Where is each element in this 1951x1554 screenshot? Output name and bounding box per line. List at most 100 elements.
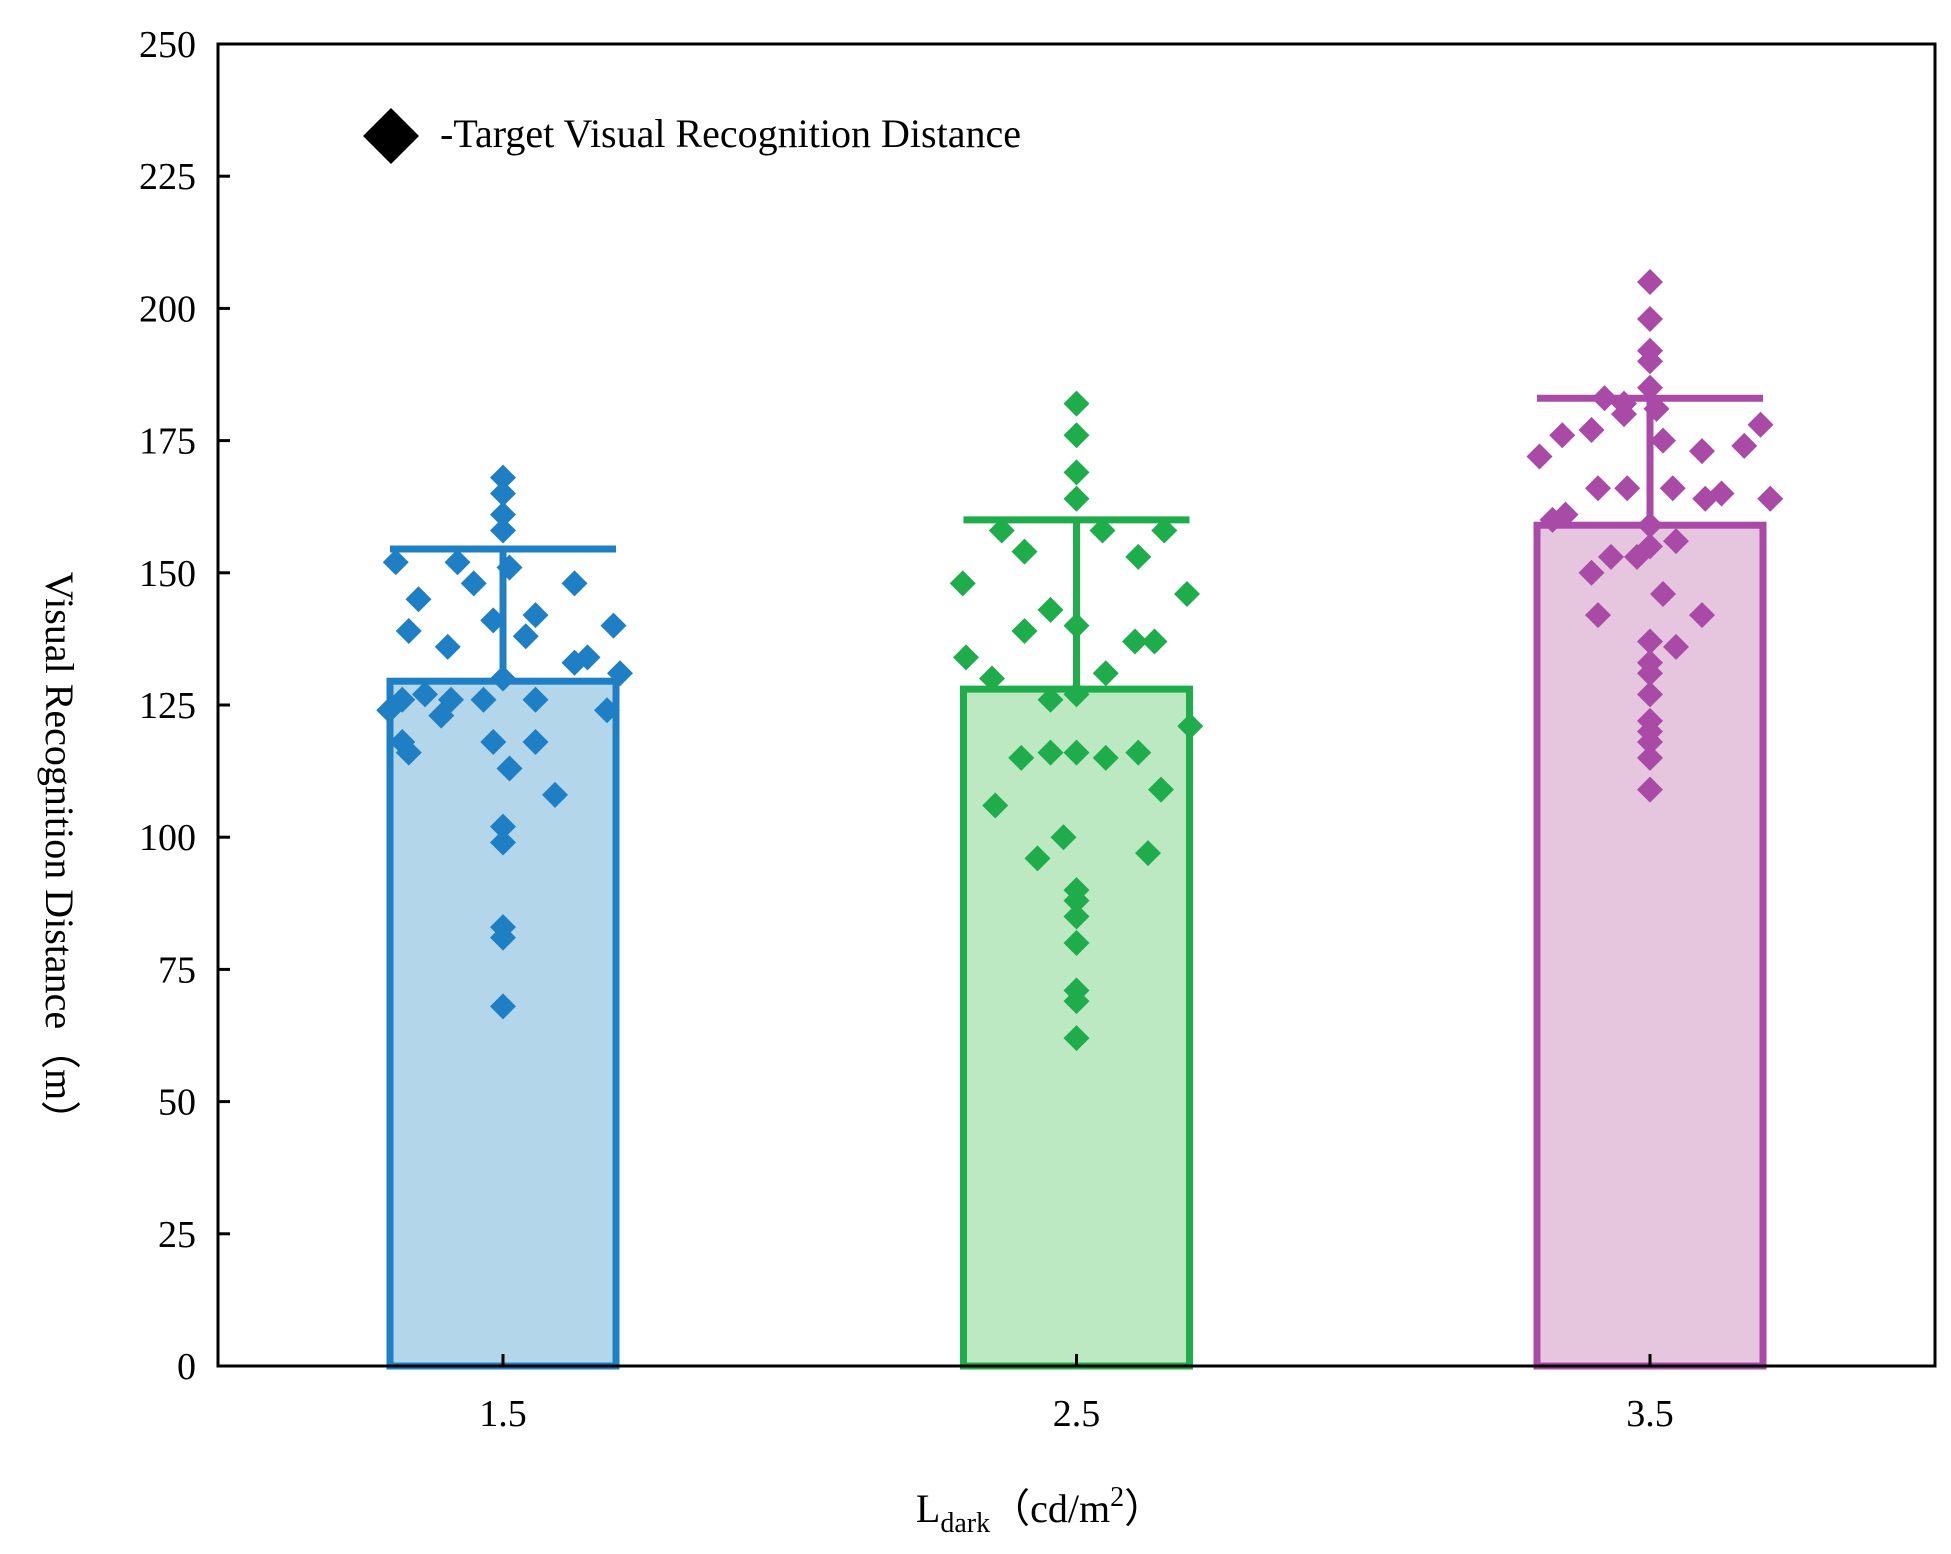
data-point <box>1526 443 1553 470</box>
data-point <box>1637 744 1663 771</box>
data-point <box>988 517 1015 544</box>
y-tick-label: 125 <box>139 685 196 727</box>
data-point <box>1637 681 1663 708</box>
data-point <box>480 607 507 634</box>
data-point <box>395 617 422 644</box>
data-point <box>1757 485 1784 512</box>
data-point <box>395 739 422 766</box>
data-point <box>982 792 1009 819</box>
data-point <box>1037 739 1064 766</box>
data-point <box>496 755 523 782</box>
data-point <box>1747 411 1774 438</box>
data-point <box>1549 422 1576 449</box>
data-point <box>1552 501 1579 528</box>
data-point <box>1037 596 1064 623</box>
y-tick-label: 250 <box>139 24 196 66</box>
y-tick-label: 175 <box>139 421 196 463</box>
data-point <box>1663 528 1689 555</box>
data-point <box>1122 628 1148 655</box>
data-point <box>490 829 516 856</box>
data-point <box>1063 929 1090 956</box>
y-tick-label: 150 <box>139 553 196 595</box>
legend-diamond-icon <box>363 108 419 164</box>
data-point <box>490 924 516 951</box>
x-axis-title: Ldark（cd/m2） <box>916 1482 1164 1539</box>
data-point <box>1089 517 1116 544</box>
data-point <box>1050 824 1077 851</box>
y-tick-label: 225 <box>139 156 196 198</box>
x-tick-label: 1.5 <box>479 1393 527 1435</box>
data-point <box>1637 268 1663 295</box>
data-point <box>600 612 627 639</box>
x-axis-title-unit: （cd/m <box>990 1486 1110 1531</box>
data-point <box>1659 475 1686 502</box>
data-point <box>1063 390 1090 417</box>
data-point <box>949 570 976 597</box>
data-point <box>542 781 568 808</box>
legend-label: -Target Visual Recognition Distance <box>440 111 1021 156</box>
data-point <box>1637 305 1663 332</box>
data-point <box>979 665 1005 692</box>
data-point <box>1585 475 1611 502</box>
x-axis-title-superscript: 2 <box>1110 1482 1124 1513</box>
data-point <box>1637 660 1663 687</box>
data-point <box>490 501 516 528</box>
data-point <box>1643 395 1670 422</box>
data-point <box>1614 475 1641 502</box>
data-point <box>1092 744 1119 771</box>
data-point <box>1637 729 1663 756</box>
y-tick-label: 50 <box>158 1082 196 1124</box>
data-point <box>1585 602 1611 629</box>
data-point <box>522 686 549 713</box>
data-point <box>1063 1025 1090 1052</box>
data-point <box>1578 559 1605 586</box>
y-tick-label: 75 <box>158 949 196 991</box>
data-point <box>1063 422 1090 449</box>
data-point <box>1650 580 1676 607</box>
data-point <box>490 464 516 491</box>
data-point <box>1063 612 1090 639</box>
data-point <box>382 549 409 576</box>
data-point <box>428 702 455 729</box>
data-point <box>1063 739 1090 766</box>
data-point <box>1637 628 1663 655</box>
data-point <box>405 586 432 613</box>
data-point <box>1708 480 1735 507</box>
data-point <box>1011 538 1038 565</box>
data-point <box>1637 374 1663 401</box>
data-point <box>470 686 497 713</box>
data-point <box>480 729 507 756</box>
data-point <box>1011 617 1038 644</box>
data-point <box>1598 543 1624 570</box>
y-tick-label: 25 <box>158 1214 196 1256</box>
data-point <box>1637 512 1663 539</box>
x-axis-title-unit-close: ） <box>1124 1486 1164 1531</box>
data-point <box>1174 580 1200 607</box>
y-tick-label: 100 <box>139 817 196 859</box>
data-point <box>1148 776 1174 803</box>
data-point <box>1125 739 1152 766</box>
data-point <box>1591 385 1618 412</box>
data-point <box>522 602 549 629</box>
data-point <box>1024 845 1051 872</box>
points-layer <box>376 268 1784 1052</box>
y-tick-label: 200 <box>139 288 196 330</box>
data-point <box>1177 713 1204 740</box>
data-point <box>574 644 601 671</box>
data-point <box>1063 988 1090 1015</box>
data-point <box>1063 887 1090 914</box>
data-point <box>1151 517 1178 544</box>
data-point <box>444 549 471 576</box>
x-axis-title-main: L <box>916 1486 940 1531</box>
data-point <box>496 554 523 581</box>
data-point <box>1008 744 1035 771</box>
data-point <box>1663 633 1689 660</box>
data-point <box>607 660 633 687</box>
y-axis-title: Visual Recognition Distance（m） <box>37 572 82 1141</box>
data-point <box>1611 401 1637 428</box>
data-point <box>1092 660 1119 687</box>
data-point <box>1637 776 1663 803</box>
axes-layer: 0 25 50 75 100 125 150 175 200 225 250 1.5 2.5 3.5 <box>139 24 1937 1435</box>
data-point <box>1037 686 1064 713</box>
